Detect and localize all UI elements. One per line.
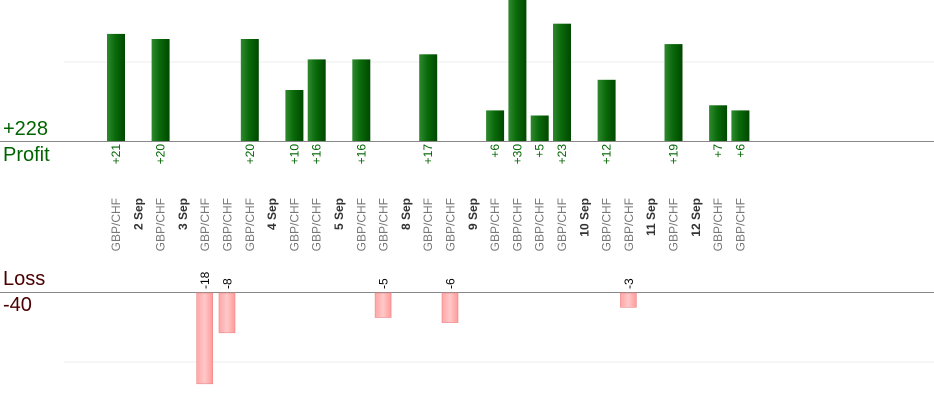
pair-label: GBP/CHF (555, 198, 569, 251)
loss-bar (218, 292, 236, 334)
loss-bar (196, 292, 213, 385)
profit-label: Profit (3, 144, 50, 166)
pair-label: GBP/CHF (600, 198, 614, 251)
date-label: 8 Sep (399, 198, 413, 230)
profit-bar (107, 33, 125, 141)
profit-bar (709, 105, 728, 141)
profit-value-label: +30 (510, 144, 524, 165)
labels: GBP/CHF +21 2 Sep GBP/CHF +20 3 Sep GBP/CHF -18… (109, 144, 747, 289)
profit-bar (486, 110, 505, 141)
pair-label: GBP/CHF (198, 198, 212, 251)
pair-label: GBP/CHF (154, 198, 168, 251)
loss-bar (441, 292, 459, 323)
profit-value-label: +20 (243, 144, 257, 165)
profit-bar (285, 90, 304, 141)
profit-value-label: +21 (109, 144, 123, 165)
pair-label: GBP/CHF (221, 198, 235, 251)
pair-label: GBP/CHF (488, 198, 502, 251)
profit-bar (731, 110, 750, 141)
profit-value-label: +6 (733, 144, 747, 158)
profit-bar (530, 115, 549, 141)
profit-value-label: +19 (667, 144, 681, 165)
date-label: 3 Sep (176, 198, 190, 230)
pair-label: GBP/CHF (533, 198, 547, 251)
profit-value-label: +10 (287, 144, 301, 165)
profit-bar (419, 54, 438, 141)
date-label: 4 Sep (265, 198, 279, 230)
loss-value-label: -18 (198, 271, 212, 289)
date-label: 12 Sep (689, 198, 703, 237)
pair-label: GBP/CHF (510, 198, 524, 251)
profit-bar (151, 39, 170, 141)
profit-bar (553, 23, 571, 142)
profit-bar (352, 59, 371, 141)
loss-value-label: -8 (221, 278, 235, 289)
loss-total: -40 (3, 294, 32, 316)
profit-value-label: +16 (354, 144, 368, 165)
loss-value-label: -5 (377, 278, 391, 289)
profit-total: +228 (3, 118, 49, 140)
pair-label: GBP/CHF (377, 198, 391, 251)
profit-value-label: +16 (310, 144, 324, 165)
date-label: 2 Sep (131, 198, 145, 230)
pair-label: GBP/CHF (243, 198, 257, 251)
pair-label: GBP/CHF (109, 198, 123, 251)
date-label: 5 Sep (332, 198, 346, 230)
profit-bar (307, 59, 326, 141)
loss-label: Loss (3, 268, 46, 290)
pair-label: GBP/CHF (287, 198, 301, 251)
pair-label: GBP/CHF (667, 198, 681, 251)
profit-bar (240, 39, 259, 141)
pair-label: GBP/CHF (310, 198, 324, 251)
pair-label: GBP/CHF (711, 198, 725, 251)
pair-label: GBP/CHF (733, 198, 747, 251)
profit-value-label: +23 (555, 144, 569, 165)
profit-bar (597, 79, 616, 141)
profit-bar (664, 44, 683, 141)
bars (107, 0, 750, 385)
pair-label: GBP/CHF (622, 198, 636, 251)
profit-value-label: +5 (533, 144, 547, 158)
loss-bar (374, 292, 392, 318)
profit-value-label: +20 (154, 144, 168, 165)
profit-value-label: +6 (488, 144, 502, 158)
profit-value-label: +17 (421, 144, 435, 165)
pair-label: GBP/CHF (354, 198, 368, 251)
profit-value-label: +7 (711, 144, 725, 158)
loss-bar (620, 292, 637, 308)
date-label: 9 Sep (466, 198, 480, 230)
pair-label: GBP/CHF (421, 198, 435, 251)
loss-value-label: -3 (622, 278, 636, 289)
pair-label: GBP/CHF (444, 198, 458, 251)
profit-bar (508, 0, 527, 141)
date-label: 11 Sep (644, 198, 658, 236)
loss-value-label: -6 (444, 278, 458, 289)
profit-value-label: +12 (600, 144, 614, 165)
date-label: 10 Sep (577, 198, 591, 237)
